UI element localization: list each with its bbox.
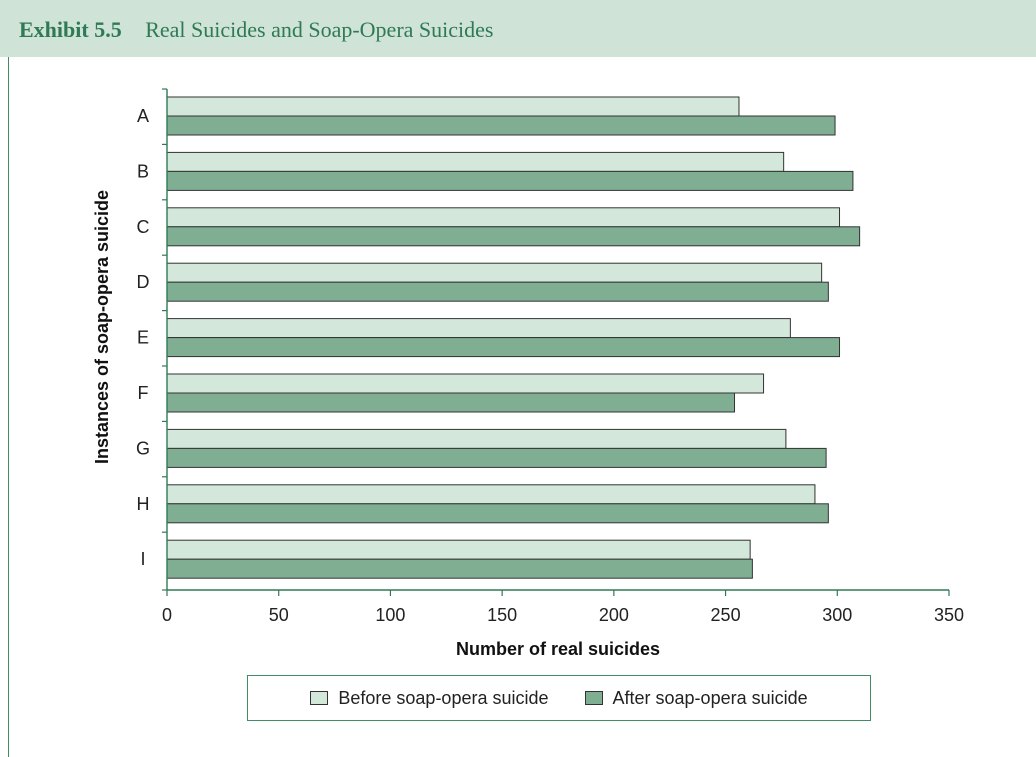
bar-b-before	[166, 151, 785, 172]
left-border-rule	[8, 57, 9, 757]
bar-i-before	[166, 539, 751, 560]
bar-g-after	[166, 447, 827, 468]
bars-group	[166, 96, 861, 579]
y-tick-label-i: I	[140, 549, 145, 569]
y-tick-label-g: G	[136, 438, 150, 458]
bar-h-before	[166, 484, 816, 505]
y-tick-label-e: E	[137, 328, 149, 348]
y-tick-label-c: C	[137, 217, 150, 237]
bar-d-after	[166, 281, 829, 302]
legend-swatch-before	[310, 691, 329, 705]
legend-label-before: Before soap-opera suicide	[338, 687, 549, 708]
chart-title: Real Suicides and Soap-Opera Suicides	[145, 17, 494, 42]
bar-a-after	[166, 115, 836, 136]
legend-item-before: Before soap-opera suicide	[310, 687, 549, 709]
x-tick-label-0: 0	[162, 605, 172, 625]
bar-e-after	[166, 337, 841, 358]
bar-d-before	[166, 262, 823, 283]
bar-h-after	[166, 503, 829, 524]
bar-c-before	[166, 207, 841, 228]
y-tick-label-a: A	[137, 106, 149, 126]
x-axis-label: Number of real suicides	[456, 639, 660, 659]
bar-a-before	[166, 96, 740, 117]
legend-swatch-after	[584, 691, 603, 705]
bar-b-after	[166, 170, 854, 191]
y-tick-label-f: F	[138, 383, 149, 403]
y-tick-label-b: B	[137, 161, 149, 181]
x-tick-label-300: 300	[822, 605, 852, 625]
x-tick-label-100: 100	[375, 605, 405, 625]
legend: Before soap-opera suicide After soap-ope…	[247, 675, 871, 721]
bar-chart: A B C D E F G H I 0 50 100 150 200 250 300 350 Instances…	[92, 88, 964, 659]
y-axis-label: Instances of soap-opera suicide	[92, 190, 112, 464]
legend-item-after: After soap-opera suicide	[584, 687, 808, 709]
bar-g-before	[166, 428, 787, 449]
x-tick-label-50: 50	[269, 605, 289, 625]
bar-c-after	[166, 226, 861, 247]
y-tick-label-h: H	[137, 494, 150, 514]
bar-e-before	[166, 318, 791, 339]
exhibit-header: Exhibit 5.5 Real Suicides and Soap-Opera…	[0, 0, 1036, 57]
x-tick-label-350: 350	[934, 605, 964, 625]
x-tick-label-200: 200	[599, 605, 629, 625]
axes-group: A B C D E F G H I 0 50 100 150 200 250 300 350	[136, 88, 964, 625]
x-tick-label-150: 150	[487, 605, 517, 625]
bar-f-before	[166, 373, 765, 394]
legend-label-after: After soap-opera suicide	[612, 687, 808, 708]
x-tick-label-250: 250	[711, 605, 741, 625]
bar-f-after	[166, 392, 736, 413]
y-tick-label-d: D	[137, 272, 150, 292]
exhibit-title-row: Exhibit 5.5 Real Suicides and Soap-Opera…	[19, 17, 493, 43]
bar-i-after	[166, 558, 753, 579]
exhibit-label: Exhibit 5.5	[19, 17, 122, 42]
